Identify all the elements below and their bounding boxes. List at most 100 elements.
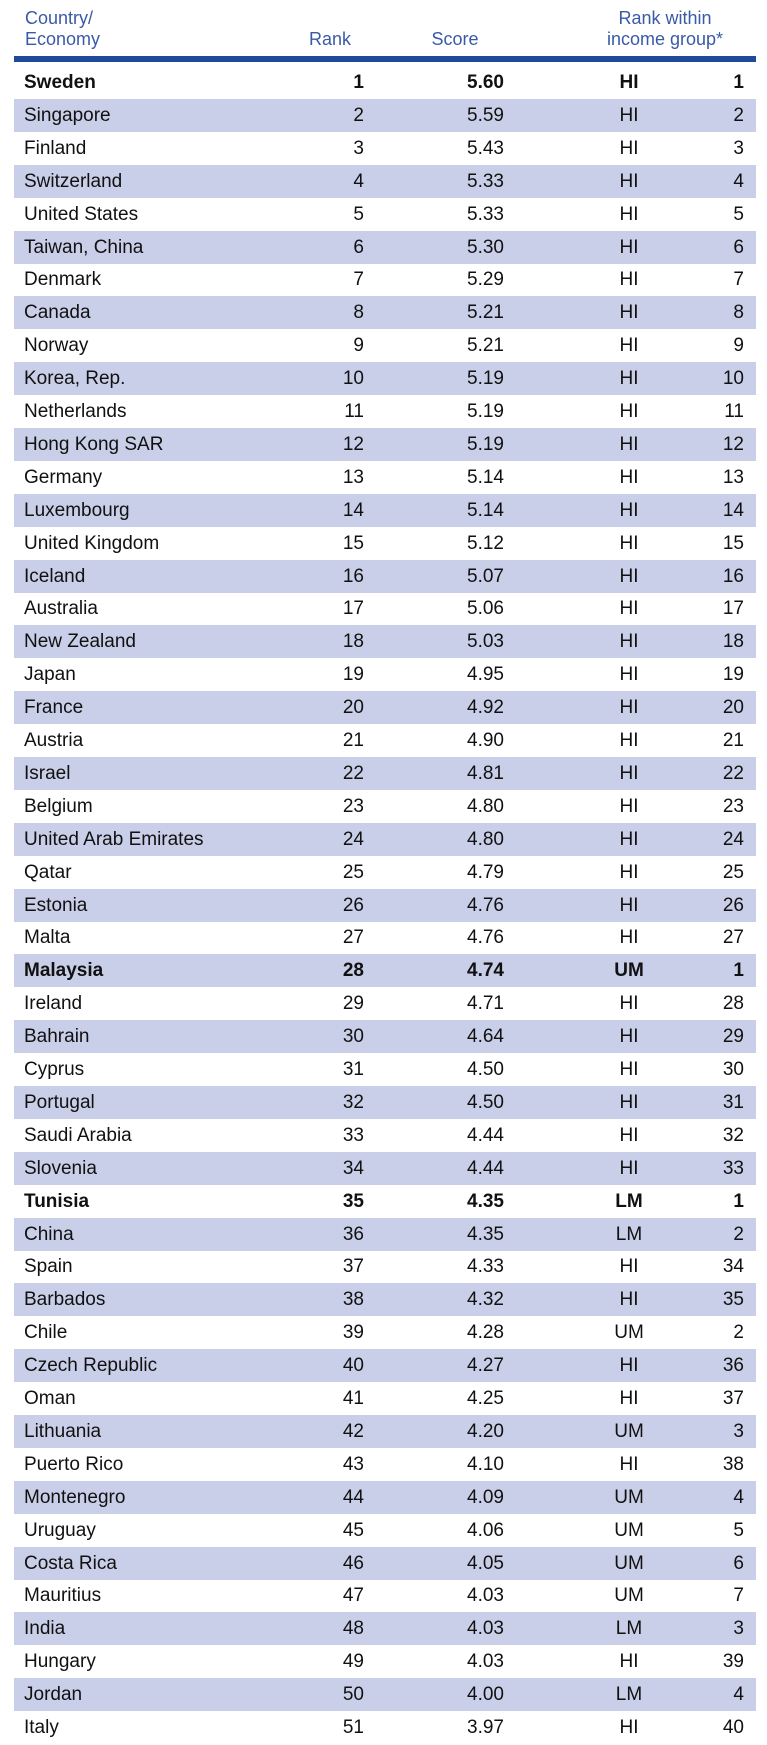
- income-group: HI: [619, 269, 639, 291]
- table-row: Sweden 1 5.60 HI 1: [14, 66, 756, 99]
- income-group: HI: [619, 697, 639, 719]
- rank: 49: [342, 1651, 364, 1673]
- table-row: Belgium 23 4.80 HI 23: [14, 790, 756, 823]
- table-row: Canada 8 5.21 HI 8: [14, 296, 756, 330]
- income-group: HI: [619, 1388, 639, 1409]
- table-row: Finland 3 5.43 HI 3: [14, 132, 756, 165]
- income-group: LM: [615, 1223, 643, 1245]
- rank: 37: [342, 1256, 364, 1278]
- score: 5.60: [467, 72, 504, 93]
- income-group: LM: [615, 1618, 643, 1640]
- group-rank: 2: [733, 104, 744, 126]
- income-group: LM: [615, 1684, 643, 1706]
- score: 4.92: [467, 697, 504, 719]
- header-line: Economy: [25, 29, 101, 49]
- table-row: Iceland 16 5.07 HI 16: [14, 559, 756, 593]
- score: 4.03: [467, 1585, 504, 1607]
- income-group: UM: [614, 1420, 644, 1442]
- table-row: Barbados 38 4.32 HI 35: [14, 1283, 756, 1317]
- group-rank: 28: [722, 993, 744, 1015]
- score: 4.35: [467, 1223, 504, 1245]
- table-row: Hong Kong SAR 12 5.19 HI 12: [14, 427, 756, 461]
- rank: 34: [342, 1157, 364, 1179]
- group-rank: 7: [733, 1585, 744, 1607]
- rank: 43: [342, 1453, 364, 1475]
- group-rank: 15: [722, 532, 744, 554]
- table-row: United States 5 5.33 HI 5: [14, 198, 756, 231]
- table-row: Norway 9 5.21 HI 9: [14, 329, 756, 362]
- rank: 5: [353, 203, 364, 225]
- rank: 22: [342, 762, 364, 784]
- rank: 8: [353, 302, 364, 324]
- rank: 31: [342, 1059, 364, 1080]
- score: 4.64: [467, 1026, 504, 1048]
- table-row: United Kingdom 15 5.12 HI 15: [14, 527, 756, 560]
- country: Slovenia: [24, 1157, 97, 1179]
- country: Italy: [24, 1717, 59, 1738]
- group-rank: 6: [733, 1552, 744, 1574]
- table-row: Denmark 7 5.29 HI 7: [14, 263, 756, 296]
- score: 4.33: [467, 1256, 504, 1278]
- score: 4.35: [467, 1190, 504, 1212]
- table-row: Ireland 29 4.71 HI 28: [14, 987, 756, 1020]
- group-rank: 4: [733, 1684, 744, 1706]
- income-group: HI: [619, 1651, 639, 1673]
- income-group: HI: [619, 795, 639, 817]
- income-group: HI: [619, 1059, 639, 1080]
- country: Denmark: [24, 269, 102, 291]
- rank: 4: [353, 170, 364, 192]
- header-group: Rank within income group*: [590, 8, 740, 50]
- table-row: China 36 4.35 LM 2: [14, 1217, 756, 1251]
- group-rank: 3: [733, 1420, 744, 1442]
- table-row: Qatar 25 4.79 HI 25: [14, 856, 756, 889]
- table-row: Jordan 50 4.00 LM 4: [14, 1678, 756, 1712]
- table-row: France 20 4.92 HI 20: [14, 691, 756, 725]
- country: Hong Kong SAR: [24, 433, 164, 455]
- table-row: Portugal 32 4.50 HI 31: [14, 1085, 756, 1119]
- group-rank: 27: [722, 927, 744, 949]
- rank: 33: [342, 1124, 364, 1146]
- table-row: Korea, Rep. 10 5.19 HI 10: [14, 362, 756, 396]
- table-row: Uruguay 45 4.06 UM 5: [14, 1514, 756, 1547]
- header-rank: Rank: [308, 29, 352, 49]
- income-group: HI: [619, 302, 639, 324]
- country: Canada: [24, 302, 91, 324]
- income-group: UM: [614, 1552, 644, 1574]
- group-rank: 35: [722, 1289, 744, 1311]
- group-rank: 40: [722, 1717, 744, 1738]
- rank: 10: [342, 368, 364, 390]
- score: 4.09: [467, 1486, 504, 1508]
- group-rank: 39: [722, 1651, 744, 1673]
- score: 4.50: [467, 1091, 504, 1113]
- country: United Arab Emirates: [24, 828, 204, 850]
- group-rank: 4: [733, 170, 744, 192]
- score: 5.21: [467, 302, 504, 324]
- group-rank: 31: [722, 1091, 744, 1113]
- rank: 19: [342, 664, 364, 686]
- income-group: UM: [614, 960, 644, 982]
- table-row: Switzerland 4 5.33 HI 4: [14, 164, 756, 198]
- country: Oman: [24, 1388, 76, 1409]
- score: 4.32: [467, 1289, 504, 1311]
- rank: 11: [344, 401, 364, 422]
- header-rule: [14, 56, 756, 62]
- table-row: Japan 19 4.95 HI 19: [14, 658, 756, 691]
- group-rank: 30: [722, 1059, 744, 1080]
- country: Bahrain: [24, 1026, 90, 1048]
- table-row: Costa Rica 46 4.05 UM 6: [14, 1546, 756, 1580]
- income-group: HI: [619, 1256, 639, 1278]
- group-rank: 23: [722, 795, 744, 817]
- score: 4.03: [467, 1651, 504, 1673]
- rank: 44: [342, 1486, 364, 1508]
- score: 4.74: [467, 960, 504, 982]
- score: 4.28: [467, 1322, 504, 1344]
- table-row: Australia 17 5.06 HI 17: [14, 592, 756, 625]
- header-line: income group*: [606, 29, 724, 49]
- table-row: Netherlands 11 5.19 HI 11: [14, 395, 756, 428]
- score: 4.05: [467, 1552, 504, 1574]
- country: United States: [24, 203, 139, 225]
- rank: 35: [342, 1190, 364, 1212]
- table-row: Italy 51 3.97 HI 40: [14, 1711, 756, 1744]
- group-rank: 25: [722, 861, 744, 883]
- income-group: HI: [619, 532, 639, 554]
